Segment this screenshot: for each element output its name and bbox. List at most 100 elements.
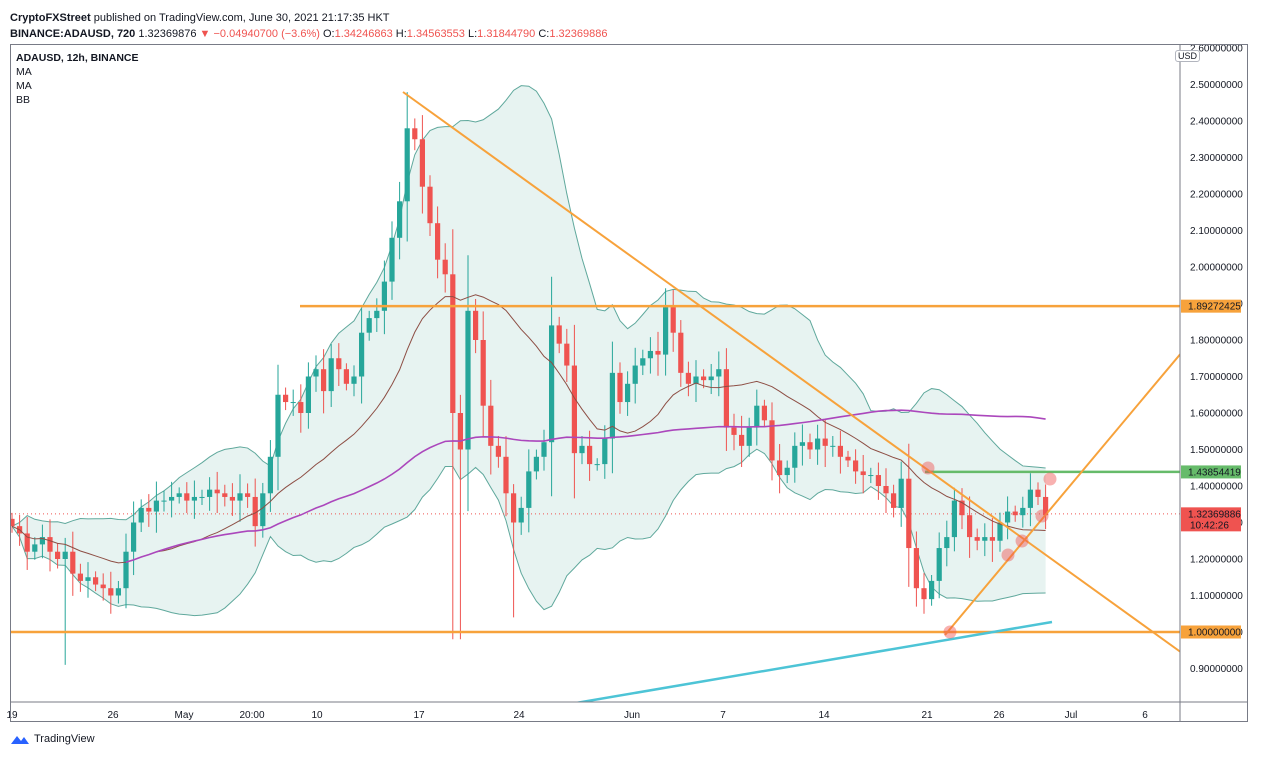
candle-body — [944, 537, 950, 549]
candle-body — [594, 464, 600, 466]
moving-average-long-line — [125, 409, 1046, 563]
candle — [541, 429, 547, 471]
candle — [442, 243, 448, 293]
candle-body — [511, 493, 517, 523]
time-tick-label: 24 — [513, 710, 525, 721]
price-tag-value: 1.00000000 — [1188, 628, 1241, 639]
candle-body — [701, 376, 707, 381]
price-tick-label: 1.80000000 — [1190, 336, 1243, 347]
candle-body — [951, 500, 957, 538]
candle — [374, 298, 380, 332]
candle — [108, 571, 114, 614]
candle-body — [176, 493, 182, 497]
candle — [769, 402, 775, 481]
candle-body — [769, 420, 775, 461]
candle — [830, 435, 836, 457]
candle — [343, 363, 349, 391]
candle — [473, 298, 479, 354]
price-tick-label: 1.60000000 — [1190, 409, 1243, 420]
candle-body — [419, 139, 425, 187]
candle-body — [921, 588, 927, 600]
candle-body — [883, 486, 889, 494]
candle — [245, 483, 251, 508]
candle-body — [313, 369, 319, 377]
time-tick-label: Jun — [624, 710, 640, 721]
candle — [655, 331, 661, 376]
candle-body — [108, 588, 114, 596]
candle-body — [290, 402, 296, 404]
candle-body — [685, 372, 691, 384]
candle-body — [807, 442, 813, 450]
candle — [290, 389, 296, 416]
touch-point-marker — [1015, 534, 1029, 548]
candle — [457, 394, 463, 640]
candle-body — [39, 537, 45, 545]
candle — [716, 351, 722, 397]
candle — [39, 524, 45, 559]
price-tag-value: 1.43854419 — [1188, 467, 1241, 478]
candle — [647, 337, 653, 374]
legend-ma-2[interactable]: MA — [16, 80, 32, 92]
time-tick-label: 6 — [1142, 710, 1148, 721]
moving-average-short-line — [11, 294, 1046, 564]
open-label: O: — [322, 28, 335, 40]
candle — [549, 276, 555, 497]
legend-bb[interactable]: BB — [16, 94, 31, 106]
down-arrow-icon: ▼ — [199, 28, 211, 40]
blue-support-trendline — [574, 620, 1053, 702]
time-tick-label: 10 — [311, 710, 323, 721]
legend-ma-1[interactable]: MA — [16, 66, 32, 78]
price-tick-label: 2.00000000 — [1190, 263, 1243, 274]
time-tick-label: 26 — [993, 710, 1005, 721]
candle-body — [465, 310, 471, 450]
candle — [746, 417, 752, 457]
candle-body — [640, 358, 646, 366]
tradingview-brand[interactable]: TradingView — [10, 733, 95, 745]
candle-body — [1027, 489, 1033, 508]
price-tick-label: 2.30000000 — [1190, 153, 1243, 164]
candle — [997, 512, 1003, 552]
candle — [146, 494, 152, 527]
candle-body — [837, 445, 843, 457]
candle-body — [55, 551, 61, 559]
candle — [138, 499, 144, 532]
candle-body — [115, 588, 121, 596]
candle — [587, 430, 593, 481]
candle-body — [959, 500, 965, 516]
candle — [435, 206, 441, 279]
candle — [989, 518, 995, 562]
candle-body — [457, 413, 463, 450]
candle — [1012, 505, 1018, 522]
candle — [93, 571, 99, 592]
candle — [1020, 496, 1026, 528]
candle — [305, 362, 311, 429]
candle-body — [579, 445, 585, 454]
candle-body — [412, 128, 418, 140]
currency-button[interactable]: USD — [1175, 50, 1201, 62]
candle — [701, 369, 707, 389]
candle — [427, 175, 433, 236]
candle — [936, 532, 942, 599]
candle — [693, 360, 699, 403]
candle-body — [161, 500, 167, 502]
candle — [275, 364, 281, 491]
publisher-name: CryptoFXStreet — [10, 12, 91, 24]
candle-body — [260, 493, 266, 527]
candle — [85, 562, 91, 598]
price-tick-label: 1.50000000 — [1190, 445, 1243, 456]
bollinger-upper-line — [11, 85, 1046, 527]
price-tick-label: 1.10000000 — [1190, 591, 1243, 602]
candle-body — [381, 281, 387, 311]
candle — [298, 384, 304, 433]
time-tick-label: 19 — [6, 710, 18, 721]
candle-body — [989, 537, 995, 541]
candle — [1035, 482, 1041, 505]
candle — [1043, 484, 1049, 530]
candle — [351, 365, 357, 397]
candle — [488, 379, 494, 475]
candle-body — [761, 405, 767, 421]
candle-body — [70, 551, 76, 574]
candle — [921, 573, 927, 614]
candle-body — [146, 507, 152, 512]
